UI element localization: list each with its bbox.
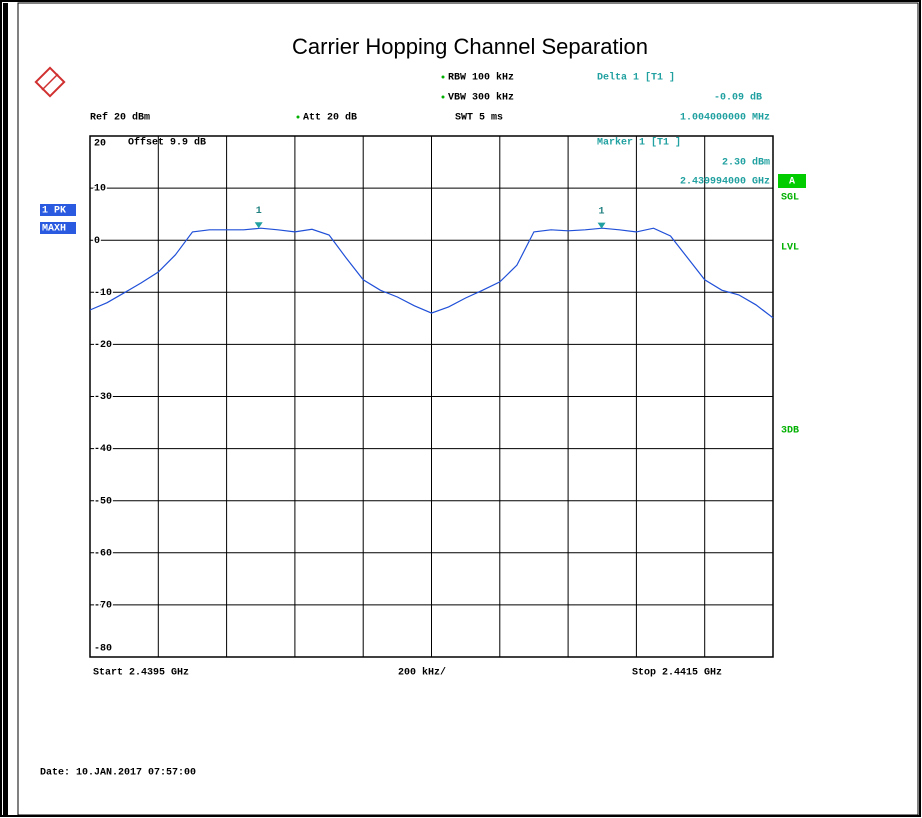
logo-stroke [41,73,59,91]
bullet [441,95,445,99]
annotation: Start 2.4395 GHz [93,668,189,679]
y-tick-label: -50 [94,496,112,507]
annotation: VBW 300 kHz [448,92,514,104]
annotation: Ref 20 dBm [90,112,150,124]
a-box [778,174,806,188]
bullet [441,75,445,79]
annotation: 200 kHz/ [398,667,446,679]
annotation: MAXH [42,224,66,235]
y-tick-label: 20 [94,139,106,150]
annotation: RBW 100 kHz [448,72,514,84]
left-bar [3,3,8,815]
annotation: Offset 9.9 dB [128,137,206,149]
trace [89,227,774,319]
annotation: Stop 2.4415 GHz [632,668,722,679]
annotation: 3DB [781,426,799,437]
marker [254,222,263,229]
annotation: 2.30 dBm [722,157,770,169]
annotation: Marker 1 [T1 ] [597,137,681,149]
logo [34,66,66,98]
chart-title: Carrier Hopping Channel Separation [292,34,648,59]
y-tick-label: -20 [94,340,112,351]
annotation: LVL [781,243,799,254]
annotation: Att 20 dB [303,112,357,124]
annotation: A [789,177,795,188]
y-tick-label: -60 [94,548,112,559]
annotation: SWT 5 ms [455,113,503,124]
y-tick-label: -10 [94,288,112,299]
annotation: -0.09 dB [714,92,762,104]
annotation: 2.439994000 GHz [680,177,770,188]
annotation: 1 PK [42,206,66,217]
marker-label: 1 [256,206,262,217]
trace-box [40,222,76,234]
annotation: SGL [781,193,799,204]
y-tick-label: -40 [94,444,112,455]
annotation: Delta 1 [T1 ] [597,72,675,84]
y-tick-label: -70 [94,601,112,612]
y-tick-label: -80 [94,644,112,655]
y-tick-label: 10 [94,184,106,195]
annotation: 1.004000000 MHz [680,113,770,124]
marker-label: 1 [599,206,605,217]
y-tick-label: 0 [94,236,100,247]
annotation: Date: 10.JAN.2017 07:57:00 [40,768,196,779]
trace-box [40,204,76,216]
inner-frame [17,2,919,816]
bullet [296,115,300,119]
y-tick-label: -30 [94,392,112,403]
marker [597,222,606,229]
plot-frame [89,135,774,658]
